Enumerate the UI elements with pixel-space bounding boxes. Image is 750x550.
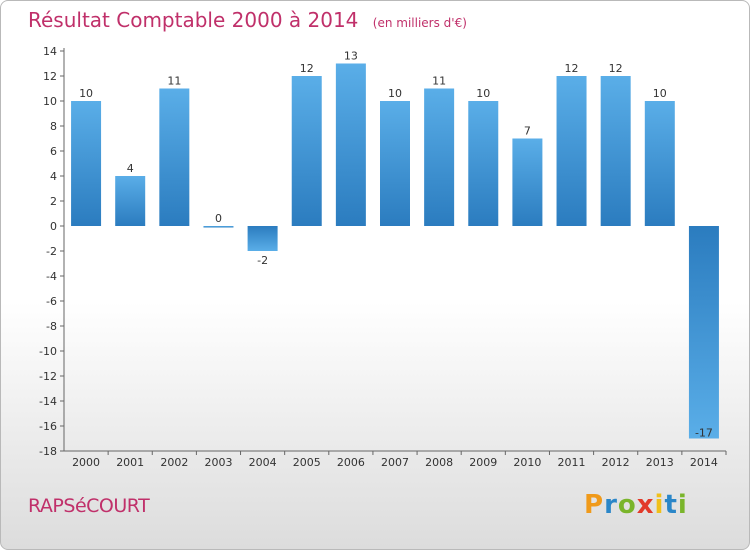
y-tick-label: 12 (43, 70, 57, 83)
x-tick-label: 2003 (204, 456, 232, 469)
bar (600, 76, 631, 226)
y-tick-label: 4 (50, 170, 57, 183)
x-tick-label: 2010 (513, 456, 541, 469)
x-tick-label: 2001 (116, 456, 144, 469)
chart-title: Résultat Comptable 2000 à 2014 (en milli… (28, 8, 467, 32)
x-tick-label: 2009 (469, 456, 497, 469)
x-tick-label: 2007 (381, 456, 409, 469)
data-label: 12 (300, 62, 314, 75)
y-tick-label: -12 (39, 370, 57, 383)
x-tick-label: 2014 (690, 456, 718, 469)
data-label: 11 (167, 75, 181, 88)
data-label: 0 (215, 212, 222, 225)
commune-name: RAPSéCOURT (28, 495, 150, 517)
logo-letter: P (584, 490, 605, 520)
data-label: 13 (344, 50, 358, 63)
logo-letter: o (617, 490, 637, 520)
bar (115, 176, 146, 226)
bar (512, 138, 543, 226)
bar (247, 226, 278, 251)
y-tick-label: -2 (46, 245, 57, 258)
data-label: 12 (565, 62, 579, 75)
y-tick-label: -16 (39, 420, 57, 433)
bar (291, 76, 322, 226)
proxiti-logo: Proxiti (584, 490, 688, 520)
chart-subtitle: (en milliers d'€) (372, 16, 467, 30)
bar (468, 101, 499, 226)
x-tick-label: 2002 (160, 456, 188, 469)
data-label: -2 (257, 254, 268, 267)
data-label: 11 (432, 75, 446, 88)
y-tick-label: -6 (46, 295, 57, 308)
y-tick-label: -14 (39, 395, 57, 408)
bar (71, 101, 102, 226)
bar (644, 101, 675, 226)
logo-letter: i (677, 490, 688, 520)
y-tick-label: -4 (46, 270, 57, 283)
y-tick-label: 6 (50, 145, 57, 158)
x-tick-label: 2012 (602, 456, 630, 469)
logo-letter: t (664, 490, 678, 520)
data-label: 10 (79, 87, 93, 100)
bar (380, 101, 410, 226)
x-tick-label: 2011 (558, 456, 586, 469)
bar (203, 226, 234, 228)
x-tick-label: 2005 (293, 456, 321, 469)
y-tick-label: 8 (50, 120, 57, 133)
data-label: 10 (388, 87, 402, 100)
x-tick-label: 2006 (337, 456, 365, 469)
data-label: 10 (476, 87, 490, 100)
logo-letter: i (654, 490, 665, 520)
y-tick-label: -10 (39, 345, 57, 358)
data-label: 7 (524, 125, 531, 138)
bar (159, 88, 190, 226)
x-tick-label: 2000 (72, 456, 100, 469)
x-tick-label: 2004 (249, 456, 277, 469)
logo-letter: r (604, 490, 618, 520)
data-label: 10 (653, 87, 667, 100)
x-tick-label: 2008 (425, 456, 453, 469)
y-tick-label: 0 (50, 220, 57, 233)
y-tick-label: 14 (43, 45, 57, 58)
x-tick-label: 2013 (646, 456, 674, 469)
logo-letter: x (636, 490, 655, 520)
bar (688, 226, 719, 439)
y-tick-label: 2 (50, 195, 57, 208)
chart-title-text: Résultat Comptable 2000 à 2014 (28, 8, 359, 32)
y-tick-label: -18 (39, 445, 57, 458)
y-tick-label: -8 (46, 320, 57, 333)
data-label: -17 (695, 427, 713, 440)
bar (556, 76, 587, 226)
y-tick-label: 10 (43, 95, 57, 108)
data-label: 4 (127, 162, 134, 175)
data-label: 12 (609, 62, 623, 75)
bar (335, 63, 366, 226)
bar (424, 88, 455, 226)
